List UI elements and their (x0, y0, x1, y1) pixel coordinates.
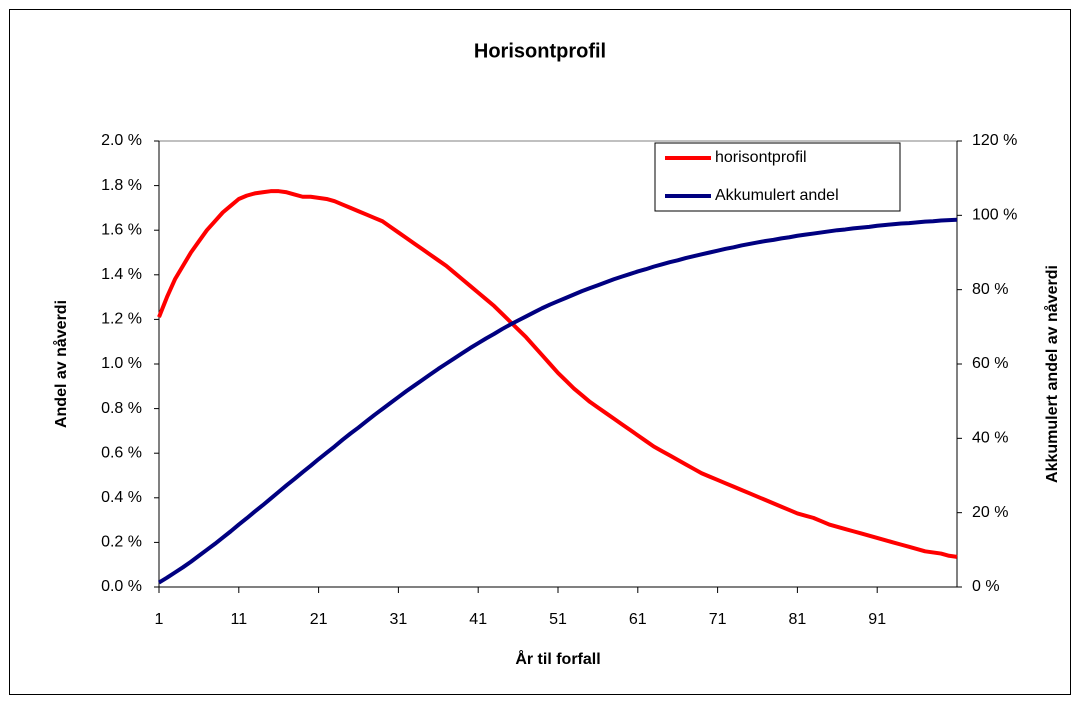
x-tick-label: 51 (549, 611, 567, 628)
y2-tick-label: 20 % (972, 504, 1008, 521)
y-tick-label: 2.0 % (101, 132, 142, 149)
y-tick-label: 0.0 % (101, 578, 142, 595)
legend-label: Akkumulert andel (715, 187, 839, 204)
y-tick-label: 1.6 % (101, 221, 142, 238)
y2-tick-label: 40 % (972, 430, 1008, 447)
y-tick-label: 1.2 % (101, 311, 142, 328)
x-tick-label: 11 (230, 611, 247, 628)
data-line (157, 217, 958, 585)
x-tick-label: 1 (155, 611, 164, 628)
x-tick-label: 61 (629, 611, 647, 628)
y-tick-label: 0.2 % (101, 534, 142, 551)
y2-tick-label: 120 % (972, 132, 1017, 149)
y-tick-label: 1.0 % (101, 355, 142, 372)
x-tick-label: 91 (868, 611, 886, 628)
y-tick-label: 0.4 % (101, 489, 142, 506)
x-axis-title: År til forfall (515, 649, 600, 668)
y-tick-label: 1.4 % (101, 266, 142, 283)
y-axis-title: Andel av nåverdi (52, 300, 70, 428)
y2-tick-label: 80 % (972, 281, 1008, 298)
x-tick-label: 21 (310, 611, 328, 628)
y-tick-label: 0.6 % (101, 444, 142, 461)
y-tick-label: 1.8 % (101, 177, 142, 194)
y2-tick-label: 60 % (972, 355, 1008, 372)
x-tick-label: 41 (469, 611, 487, 628)
x-tick-label: 71 (709, 611, 727, 628)
chart-title: Horisontprofil (474, 40, 606, 62)
legend-box (654, 142, 901, 212)
y2-tick-label: 100 % (972, 207, 1017, 224)
data-line (157, 189, 958, 559)
x-tick-label: 31 (390, 611, 408, 628)
y2-axis-title: Akkumulert andel av nåverdi (1043, 265, 1061, 483)
x-tick-label: 81 (789, 611, 807, 628)
y-tick-label: 0.8 % (101, 400, 142, 417)
legend-label: horisontprofil (715, 149, 807, 166)
y2-tick-label: 0 % (972, 578, 1000, 595)
